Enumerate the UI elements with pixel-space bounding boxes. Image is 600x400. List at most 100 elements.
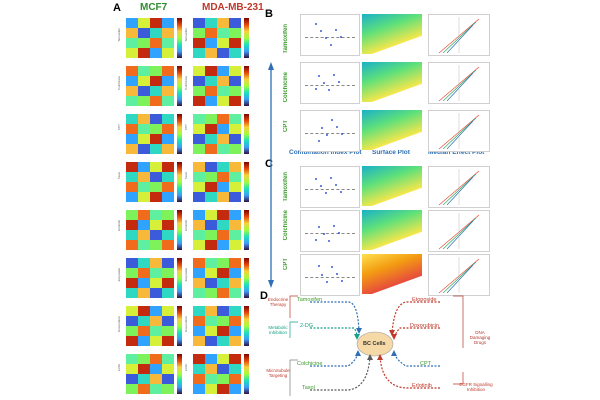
heatmap-cell — [229, 28, 241, 38]
heatmap-cell — [126, 220, 138, 230]
heatmap-cell — [138, 326, 150, 336]
heatmap-cell — [138, 374, 150, 384]
heatmap-cell — [229, 48, 241, 58]
heatmap-cell — [126, 230, 138, 240]
heatmap-cell — [229, 268, 241, 278]
heatmap-cell — [217, 230, 229, 240]
heatmap-cell — [193, 326, 205, 336]
heatmap-grid — [126, 354, 174, 394]
colorbar — [177, 258, 182, 298]
heatmap-cell — [193, 124, 205, 134]
heatmap-cell — [217, 278, 229, 288]
heatmap-cell — [150, 28, 162, 38]
heatmap-cell — [229, 326, 241, 336]
median-effect-lines — [438, 257, 480, 294]
heatmap-cell — [205, 354, 217, 364]
heatmap-cell — [126, 364, 138, 374]
ci-point — [333, 74, 335, 76]
heatmap-cell — [150, 364, 162, 374]
heatmap-mcf7-5: Etoposide — [116, 258, 190, 302]
colorbar — [244, 306, 249, 346]
heatmap-cell — [126, 144, 138, 154]
heatmap-cell — [205, 18, 217, 28]
heatmap-cell — [138, 192, 150, 202]
heatmap-cell — [205, 306, 217, 316]
heatmap-cell — [217, 384, 229, 394]
heatmap-cell — [138, 124, 150, 134]
heatmap-cell — [205, 96, 217, 106]
heatmap-cell — [229, 114, 241, 124]
arrow-etoposide — [391, 301, 440, 335]
heatmap-cell — [162, 48, 174, 58]
heatmap-drug-label: Colchicine — [184, 76, 188, 90]
heatmap-cell — [150, 96, 162, 106]
heatmap-cell — [205, 162, 217, 172]
median-effect-line — [446, 72, 474, 102]
ci-point — [321, 274, 323, 276]
arrow-tamoxifen — [310, 301, 360, 333]
heatmap-drug-label: Tamoxifen — [184, 28, 188, 42]
heatmap-cell — [162, 326, 174, 336]
heatmap-cell — [126, 162, 138, 172]
heatmap-cell — [217, 268, 229, 278]
heatmap-cell — [205, 48, 217, 58]
ci-point — [331, 119, 333, 121]
heatmap-cell — [193, 76, 205, 86]
heatmap-cell — [217, 374, 229, 384]
b-drug-cpt: CPT — [283, 120, 289, 132]
heatmap-cell — [138, 316, 150, 326]
heatmap-cell — [193, 288, 205, 298]
panel-letter-a: A — [113, 2, 121, 14]
heatmap-cell — [193, 18, 205, 28]
heatmap-cell — [162, 192, 174, 202]
heatmap-grid — [126, 306, 174, 346]
heatmap-cell — [229, 306, 241, 316]
ci-point — [320, 30, 322, 32]
heatmap-cell — [138, 278, 150, 288]
heatmap-cell — [138, 220, 150, 230]
heatmap-cell — [162, 364, 174, 374]
c-drug-colchicine: Colchicine — [283, 210, 289, 241]
heatmap-cell — [193, 162, 205, 172]
median-effect-lines — [438, 113, 480, 150]
heatmap-grid — [193, 114, 241, 154]
colorbar — [177, 354, 182, 394]
heatmap-drug-label: Etoposide — [184, 268, 188, 282]
heatmap-cell — [193, 172, 205, 182]
heatmap-cell — [150, 48, 162, 58]
heatmap-cell — [193, 268, 205, 278]
heatmap-cell — [217, 66, 229, 76]
heatmap-drug-label: Erlotinib — [117, 220, 121, 231]
heatmap-cell — [193, 306, 205, 316]
heatmap-mda-2: CPT — [183, 114, 257, 158]
colorbar — [177, 306, 182, 346]
c-med-plot-1 — [428, 210, 490, 252]
heatmap-cell — [205, 364, 217, 374]
heatmap-cell — [205, 134, 217, 144]
heatmap-cell — [162, 76, 174, 86]
drug-cpt: CPT — [420, 361, 431, 367]
colorbar — [244, 162, 249, 202]
heatmap-cell — [205, 336, 217, 346]
heatmap-drug-label: Taxol — [184, 172, 188, 180]
heatmap-cell — [193, 336, 205, 346]
ci-reference-line — [305, 85, 355, 86]
median-effect-line — [446, 176, 474, 206]
heatmap-cell — [138, 38, 150, 48]
median-effect-line — [442, 173, 477, 206]
heatmap-drug-label: Colchicine — [117, 76, 121, 90]
panel-letter-b: B — [265, 8, 273, 20]
heatmap-cell — [162, 114, 174, 124]
heatmap-cell — [193, 28, 205, 38]
heatmap-cell — [150, 240, 162, 250]
heatmap-cell — [205, 220, 217, 230]
heatmap-cell — [229, 192, 241, 202]
heatmap-cell — [205, 240, 217, 250]
heatmap-cell — [217, 114, 229, 124]
b-med-plot-2 — [428, 110, 490, 152]
heatmap-cell — [229, 134, 241, 144]
heatmap-cell — [150, 326, 162, 336]
heatmap-cell — [229, 210, 241, 220]
heatmap-cell — [229, 96, 241, 106]
heatmap-cell — [217, 326, 229, 336]
